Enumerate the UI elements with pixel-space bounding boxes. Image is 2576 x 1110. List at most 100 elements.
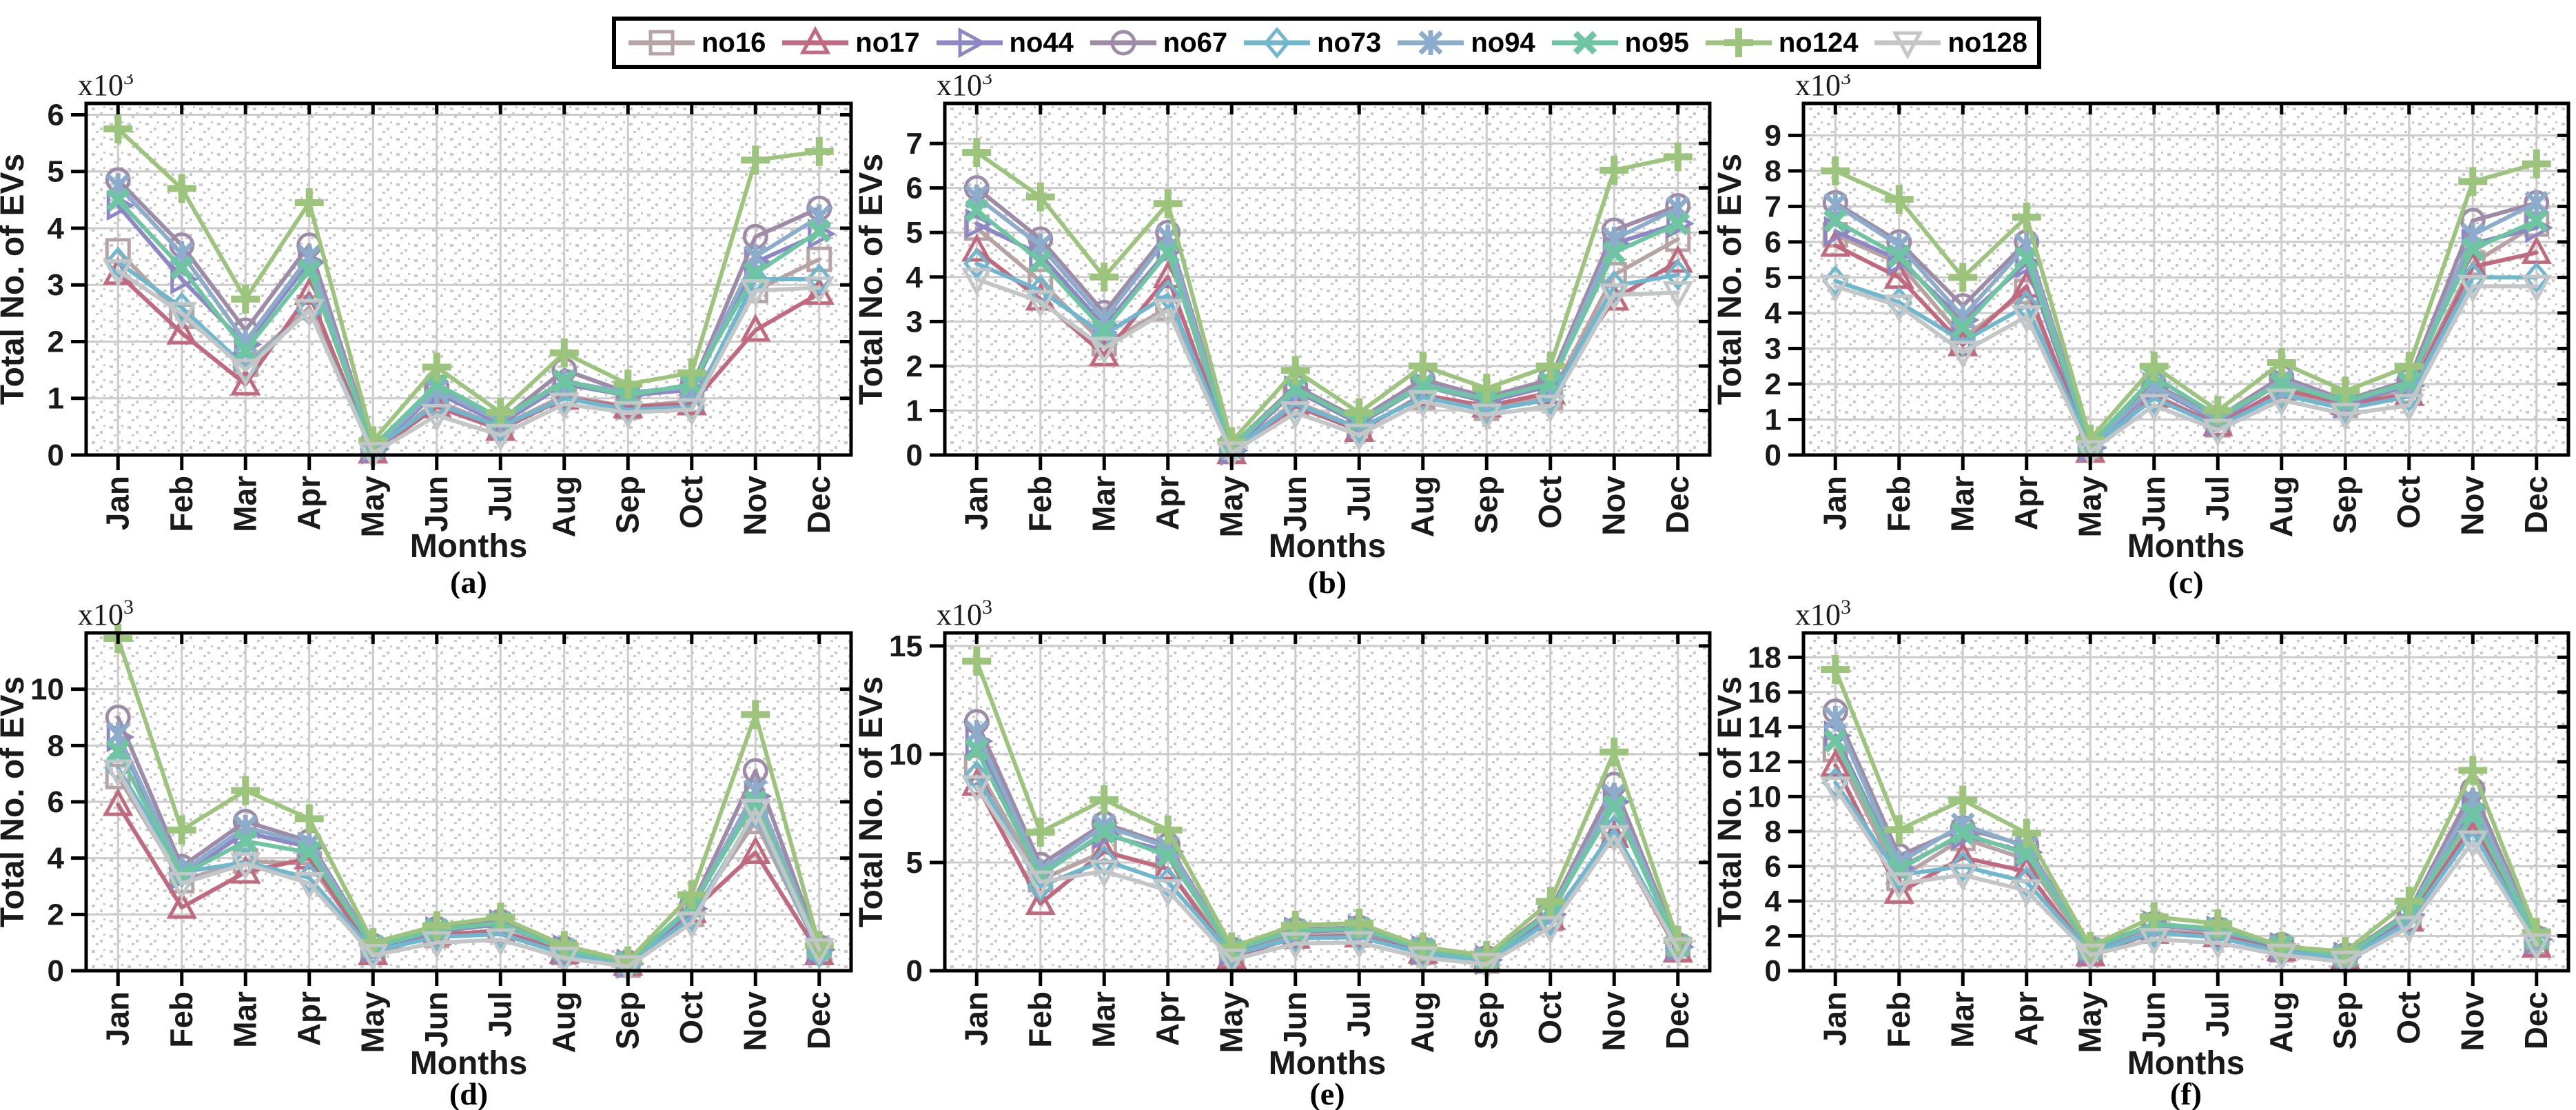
no95-marker-x	[552, 369, 576, 394]
month-label: Mar	[1944, 991, 1980, 1048]
no128-marker-triangle-down	[2266, 943, 2297, 972]
series-group	[1820, 655, 2553, 979]
no73-marker-diamond	[1664, 259, 1692, 291]
legend-no94-marker-asterisk	[1418, 30, 1443, 55]
no128-marker-triangle-down	[1025, 290, 1056, 319]
no95-marker-x	[2014, 245, 2038, 270]
month-label: Jan	[1817, 476, 1852, 530]
y-tick-label: 15	[889, 629, 923, 663]
month-label: Jan	[99, 991, 135, 1046]
legend-entry-no128: no128	[1872, 25, 2027, 61]
no124-marker-plus	[231, 776, 260, 805]
series-group	[1820, 149, 2553, 469]
no124-marker-plus	[1884, 815, 1914, 845]
legend-key-no44	[936, 27, 1003, 59]
month-label: Jan	[1817, 991, 1852, 1046]
no128-marker-triangle-down	[1152, 879, 1183, 908]
month-label: May	[2072, 991, 2107, 1053]
no128-marker-triangle-down	[1599, 825, 1630, 854]
month-label: Jul	[2199, 476, 2235, 521]
month-label: Jun	[2136, 991, 2171, 1048]
no128-marker-triangle-down	[1471, 953, 1502, 981]
legend-key-no16	[628, 30, 695, 56]
no128-marker-triangle-down	[421, 931, 452, 960]
y-tick-label: 4	[1765, 296, 1782, 330]
no128-marker-triangle-down	[2330, 403, 2361, 431]
no124-marker-plus	[1599, 737, 1629, 767]
plot-border	[943, 631, 1712, 973]
legend-label-no73: no73	[1317, 27, 1382, 58]
month-label: Sep	[1468, 476, 1504, 534]
no128-marker-triangle-down	[2521, 933, 2552, 962]
legend-key-no73	[1244, 27, 1311, 59]
month-label: Oct	[2391, 991, 2426, 1045]
no124-marker-plus	[677, 880, 706, 909]
y-tick-label: 7	[906, 127, 923, 161]
month-label: Jul	[482, 476, 518, 521]
month-label: Oct	[1532, 476, 1568, 529]
y-tick-label: 5	[906, 216, 923, 250]
month-label: Nov	[2454, 991, 2490, 1051]
y-tick-label: 0	[906, 438, 923, 472]
no95-marker-x	[106, 739, 130, 763]
plot-border	[943, 101, 1712, 457]
no128-marker-triangle-down	[2075, 440, 2106, 469]
no128-marker-triangle-down	[1883, 294, 1914, 323]
no73-marker-diamond	[1090, 844, 1118, 876]
subplot-a: 0 1 2 3 4 5 6 Jan Feb Mar Apr May Jun Jul Aug Sep Oct Nov…	[0, 74, 859, 598]
no128-marker-triangle-down	[103, 259, 134, 287]
no128-marker-triangle-down	[804, 938, 835, 967]
y-axis-label: Total No. of EVs	[1717, 154, 1748, 405]
no124-marker-plus	[2139, 352, 2169, 381]
no128-marker-triangle-down	[294, 871, 325, 900]
y-tick-label: 8	[1765, 815, 1781, 849]
no124-marker-plus	[1821, 156, 1850, 185]
x-axis-label: Months	[410, 1045, 528, 1082]
month-label: Apr	[291, 991, 327, 1046]
no128-marker-triangle-down	[2457, 274, 2488, 303]
minor-grid-dots	[1805, 634, 2567, 969]
plot-border	[1801, 101, 2570, 457]
no128-marker-triangle-down	[740, 279, 771, 307]
axis-scale-label: x103	[1795, 74, 1851, 102]
no44-marker-triangle-right	[965, 208, 994, 239]
no124-marker-plus	[2394, 352, 2424, 381]
y-tick-labels: 0 2 4 6 8 10	[30, 673, 64, 988]
no124-marker-plus	[422, 352, 451, 382]
month-label: Feb	[163, 476, 199, 532]
y-tick-label: 7	[1765, 190, 1781, 223]
no95-marker-x	[1823, 208, 1848, 233]
no128-marker-triangle-down	[166, 301, 197, 330]
month-label: Dec	[801, 476, 837, 534]
chart-d: 0 2 4 6 8 10 Jan Feb Mar Apr May Jun Jul Aug Sep Oct Nov…	[0, 598, 853, 1110]
no124-marker-plus	[294, 804, 324, 834]
month-label: Sep	[609, 476, 645, 534]
no73-marker-diamond	[963, 248, 990, 280]
no95-marker-x	[1156, 844, 1180, 868]
minor-grid-dots	[946, 634, 1708, 969]
legend-label-no128: no128	[1948, 27, 2027, 58]
y-axis-label: Total No. of EVs	[859, 154, 890, 405]
no124-marker-plus	[1345, 398, 1374, 427]
month-label: Jun	[1277, 991, 1313, 1048]
no124-marker-plus	[613, 370, 643, 399]
no95-marker-x	[2524, 208, 2548, 233]
no124-marker-plus	[962, 646, 992, 676]
month-label: Jan	[958, 991, 994, 1046]
y-tick-label: 1	[48, 382, 64, 416]
legend-no95-marker-x	[1573, 30, 1597, 55]
no73-marker-diamond	[806, 263, 833, 295]
no95-marker-x	[1951, 821, 1975, 845]
no95-marker-x	[1951, 315, 1975, 339]
x-axis-label: Months	[1269, 528, 1387, 565]
no17-marker-triangle-up	[1883, 876, 1914, 904]
no128-marker-triangle-down	[1820, 776, 1851, 805]
no17-marker-triangle-up	[230, 367, 261, 396]
month-label: Oct	[673, 991, 709, 1045]
series-no128	[103, 259, 835, 470]
no94-marker-asterisk	[1823, 705, 1848, 731]
no128-marker-triangle-down	[103, 759, 134, 788]
no128-marker-triangle-down	[1471, 403, 1502, 432]
no128-marker-triangle-down	[1948, 341, 1979, 369]
no128-marker-triangle-down	[2393, 394, 2424, 423]
